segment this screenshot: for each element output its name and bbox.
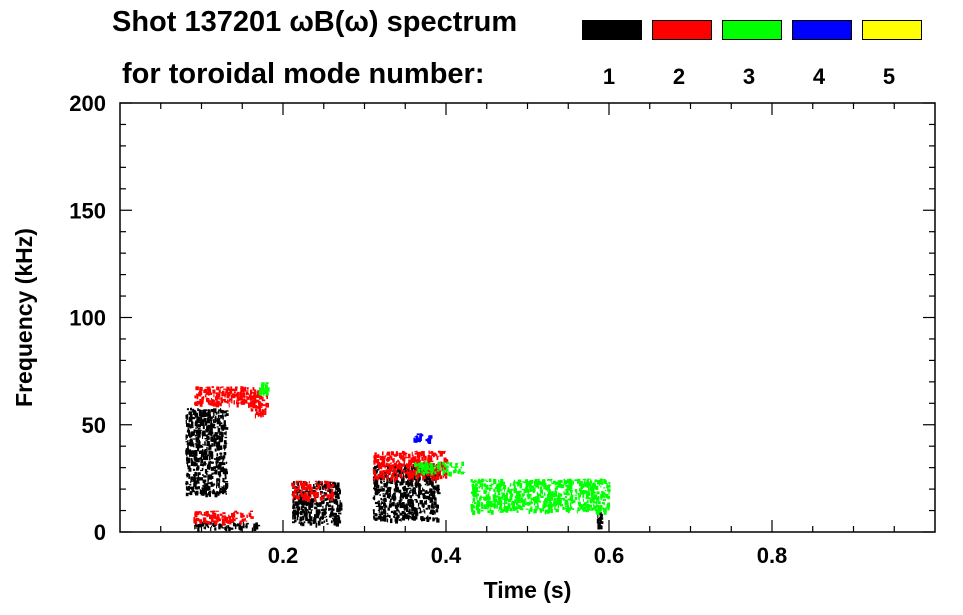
y-tick-label: 0: [94, 520, 106, 545]
title-line-2: for toroidal mode number:: [122, 58, 485, 90]
mode-4-region: [413, 433, 433, 444]
tick-labels: 0 50 100 150 200 0.2 0.4 0.6 0.8: [69, 91, 787, 568]
axis-ticks: [120, 102, 935, 533]
mode-2-region: [193, 510, 254, 526]
mode-3-region: [258, 382, 270, 396]
legend-swatch-mode-1: [582, 20, 642, 40]
y-tick-label: 100: [69, 306, 106, 331]
mode-1-region: [185, 407, 229, 498]
legend-swatch-mode-5: [862, 20, 922, 40]
mode-1-region: [596, 510, 604, 530]
plot-content: [185, 382, 611, 533]
y-axis-label: Frequency (kHz): [11, 228, 37, 407]
title-line-1: Shot 137201 ωB(ω) spectrum: [112, 6, 518, 38]
legend-label-mode-5: 5: [882, 64, 896, 89]
x-axis-label: Time (s): [484, 577, 572, 603]
legend-label-mode-4: 4: [812, 64, 826, 89]
legend-swatch-mode-4: [792, 20, 852, 40]
legend-swatch-mode-3: [722, 20, 782, 40]
legend-swatch-mode-2: [652, 20, 712, 40]
y-tick-label: 50: [82, 413, 106, 438]
x-tick-label: 0.2: [268, 543, 299, 568]
y-tick-label: 200: [69, 91, 106, 116]
y-tick-label: 150: [69, 198, 106, 223]
plot-frame: [119, 102, 936, 533]
mode-2-region: [372, 450, 449, 483]
mode-2-region: [194, 386, 262, 408]
legend-label-mode-1: 1: [602, 64, 616, 89]
x-tick-label: 0.4: [431, 543, 462, 568]
mode-2-region: [250, 392, 269, 419]
legend-label-mode-2: 2: [672, 64, 686, 89]
x-tick-label: 0.6: [594, 543, 625, 568]
mode-3-region: [470, 478, 611, 516]
mode-3-region: [414, 461, 466, 477]
mode-2-region: [291, 480, 335, 503]
x-tick-label: 0.8: [757, 543, 788, 568]
legend-label-mode-3: 3: [742, 64, 756, 89]
